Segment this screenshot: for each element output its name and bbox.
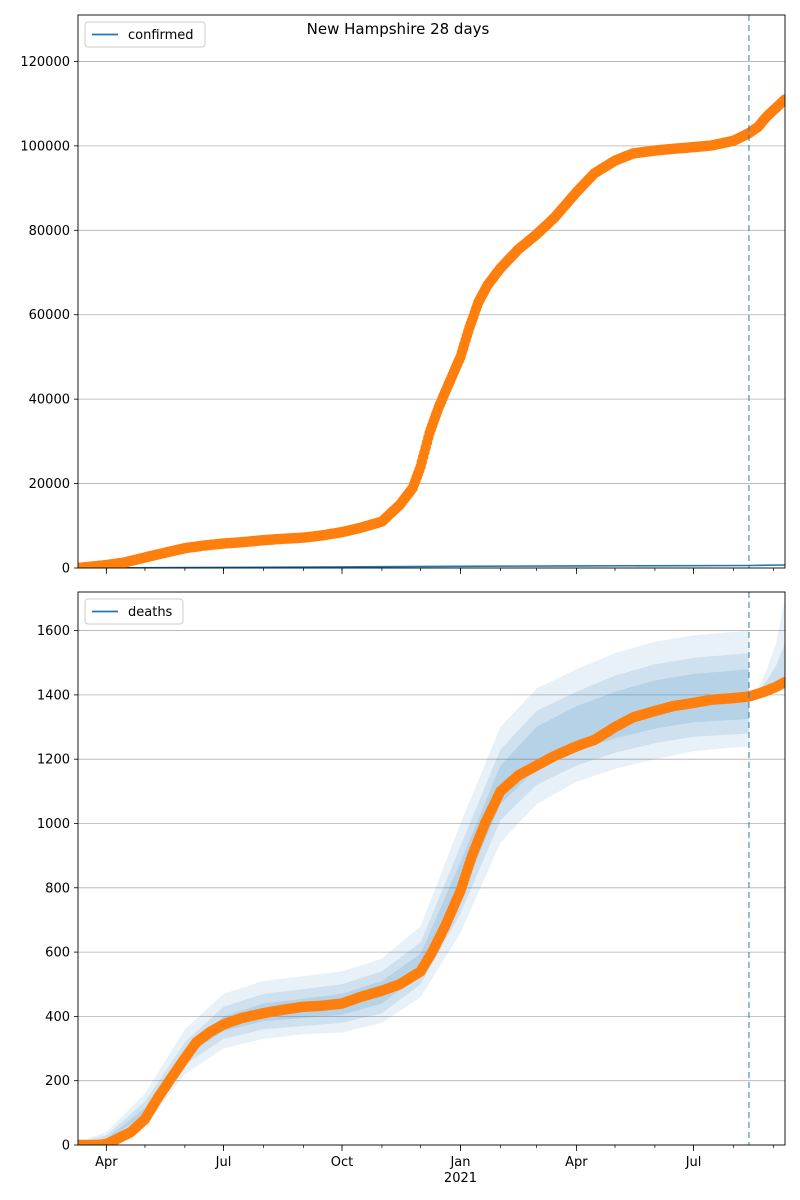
y-tick-label: 800	[45, 881, 70, 896]
y-tick-label: 1000	[37, 817, 70, 832]
x-tick-label: Oct	[331, 1155, 353, 1170]
axes-frame	[77, 14, 786, 569]
observed-point	[779, 94, 785, 105]
y-tick-label: 1600	[37, 624, 70, 639]
x-tick-label: Apr	[565, 1155, 588, 1170]
y-tick-label: 60000	[29, 308, 70, 323]
observed-series	[78, 94, 785, 568]
y-tick-label: 400	[45, 1010, 70, 1025]
observed-point	[779, 676, 785, 688]
legend-box	[84, 598, 184, 625]
legend-label: deaths	[128, 605, 173, 620]
x-tick-label: Jan	[449, 1155, 470, 1170]
x-tick-label: Jul	[685, 1155, 702, 1170]
panel-confirmed: 0 20000 40000 60000 80000 100000 120000 confirm…	[20, 14, 786, 577]
y-tick-label: 600	[45, 946, 70, 961]
y-tick-label: 20000	[29, 477, 70, 492]
y-tick-label: 0	[62, 1139, 70, 1154]
forecast-band-outer	[748, 598, 785, 697]
band-inner	[78, 669, 749, 1145]
x-tick-label: Apr	[95, 1155, 118, 1170]
plot-area	[78, 15, 785, 568]
x-year-label: 2021	[444, 1171, 477, 1186]
y-tick-label: 1200	[37, 753, 70, 768]
axes-frame	[77, 591, 786, 1146]
panel-deaths: 0 200 400 600 800 1000 1200 1400 1600 Apr Jul Oct Ja…	[37, 591, 786, 1186]
x-tick-label: Jul	[215, 1155, 232, 1170]
legend-box	[84, 21, 206, 48]
legend-label: confirmed	[128, 28, 194, 43]
y-tick-label: 100000	[20, 139, 70, 154]
y-tick-label: 1400	[37, 688, 70, 703]
observed-series	[78, 676, 785, 1145]
y-tick-label: 40000	[29, 393, 70, 408]
y-tick-label: 200	[45, 1074, 70, 1089]
y-tick-label: 0	[62, 562, 70, 577]
plot-area	[78, 592, 785, 1145]
y-tick-label: 80000	[29, 224, 70, 239]
y-tick-label: 120000	[20, 55, 70, 70]
figure-title: New Hampshire 28 days	[306, 20, 490, 38]
